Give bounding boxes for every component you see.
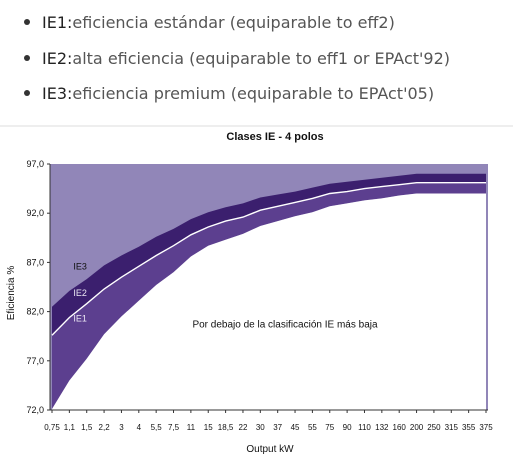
x-tick-label: 250 — [427, 423, 441, 432]
x-tick-label: 1,1 — [64, 423, 76, 432]
list-item-ie2: IE2: alta eficiencia (equiparable to eff… — [22, 45, 450, 71]
x-tick-label: 5,5 — [151, 423, 163, 432]
below-region-label: Por debajo de la clasificación IE más ba… — [192, 319, 378, 330]
x-tick-label: 37 — [273, 423, 282, 432]
class-separator: : — [67, 83, 73, 103]
bullet-dot-icon — [24, 90, 30, 96]
class-separator: : — [67, 12, 73, 32]
ie3-region-label: IE3 — [73, 261, 87, 271]
efficiency-chart: Clases IE - 4 polos 97,0 92,0 87,0 82,0 77,0… — [0, 118, 513, 472]
x-tick-label: 4 — [137, 423, 142, 432]
x-tick-label: 11 — [187, 423, 196, 432]
chart-areas — [50, 164, 488, 410]
class-description: eficiencia estándar (equiparable to eff2… — [72, 12, 395, 32]
ie3-band — [52, 173, 486, 336]
list-item-ie3: IE3: eficiencia premium (equiparable to … — [22, 80, 434, 106]
y-tick-label: 97,0 — [26, 159, 44, 169]
class-code: IE2 — [42, 48, 68, 68]
x-tick-label: 3 — [119, 423, 124, 432]
x-tick-label: 18,5 — [218, 423, 234, 432]
y-tick-label: 72,0 — [26, 405, 44, 415]
x-tick-label: 160 — [393, 423, 407, 432]
x-tick-label: 132 — [375, 423, 389, 432]
efficiency-class-list: IE1: eficiencia estándar (equiparable to… — [0, 0, 513, 118]
list-item-ie1: IE1: eficiencia estándar (equiparable to… — [22, 9, 395, 35]
x-tick-label: 375 — [479, 423, 493, 432]
class-description: eficiencia premium (equiparable to EPAct… — [72, 83, 435, 103]
x-tick-label: 110 — [358, 423, 371, 432]
x-tick-label: 1,5 — [81, 423, 93, 432]
x-tick-label: 7,5 — [168, 423, 180, 432]
x-tick-label: 90 — [343, 423, 352, 432]
y-axis-label: Eficiencia % — [6, 266, 17, 321]
x-tick-label: 55 — [308, 423, 317, 432]
chart-axes: 97,092,087,082,077,072,00,75 1,1 1,5 2,2 3 4 5… — [26, 159, 493, 432]
x-tick-label: 22 — [239, 423, 248, 432]
x-tick-label: 45 — [291, 423, 300, 432]
ie1-region-label: IE1 — [73, 313, 87, 323]
ie2-band — [52, 182, 486, 409]
y-tick-label: 82,0 — [26, 307, 44, 317]
x-tick-label: 30 — [256, 423, 265, 432]
ie2-region-label: IE2 — [73, 288, 87, 298]
chart-canvas: Clases IE - 4 polos 97,0 92,0 87,0 82,0 77,0… — [0, 125, 513, 455]
x-tick-label: 0,75 — [44, 423, 60, 432]
bullet-dot-icon — [24, 19, 30, 25]
x-tick-label: 15 — [204, 423, 213, 432]
class-description: alta eficiencia (equiparable to eff1 or … — [72, 48, 451, 68]
ie2-series-line — [51, 182, 486, 336]
x-tick-label: 200 — [410, 423, 424, 432]
x-tick-label: 2,2 — [99, 423, 111, 432]
x-tick-label: 315 — [445, 423, 459, 432]
y-tick-label: 92,0 — [26, 208, 44, 218]
bullet-dot-icon — [24, 55, 30, 61]
chart-region-labels: IE3 IE2 IE1 Por debajo de la clasificación … — [73, 261, 378, 330]
class-code: IE3 — [42, 83, 68, 103]
y-tick-label: 77,0 — [26, 356, 44, 366]
x-tick-label: 75 — [325, 423, 334, 432]
x-tick-label: 355 — [462, 423, 476, 432]
class-separator: : — [67, 48, 73, 68]
y-tick-label: 87,0 — [26, 257, 44, 267]
below-ie1-area — [52, 193, 486, 410]
class-code: IE1 — [42, 12, 68, 32]
x-axis-label: Output kW — [246, 444, 294, 455]
chart-title: Clases IE - 4 polos — [226, 131, 323, 143]
